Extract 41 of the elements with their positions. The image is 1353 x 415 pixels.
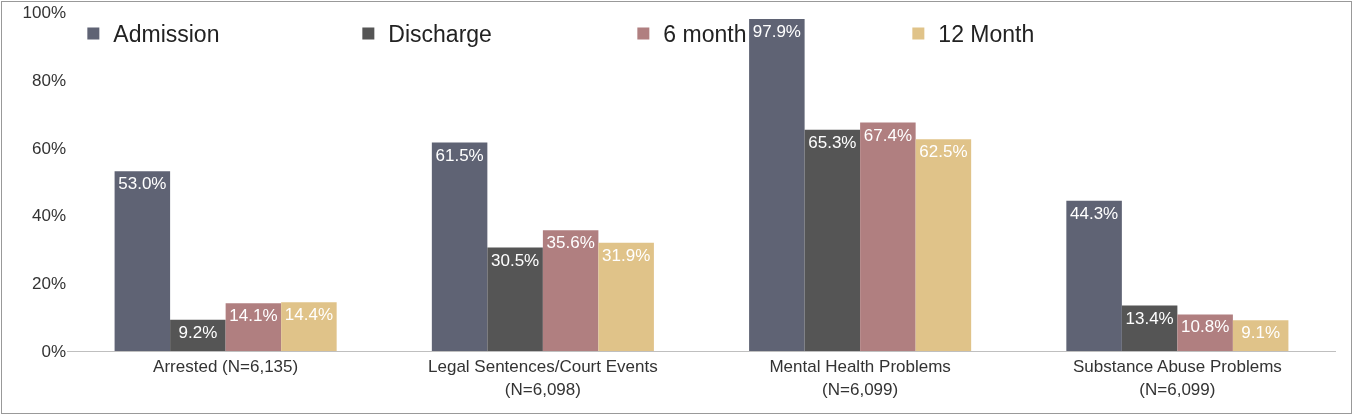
bar — [860, 122, 916, 351]
data-label: 9.1% — [1241, 323, 1281, 343]
bar — [1066, 200, 1122, 351]
data-label: 31.9% — [602, 245, 651, 265]
data-label: 97.9% — [752, 22, 801, 42]
legend-label: 6 month — [663, 21, 747, 48]
data-label: 44.3% — [1070, 203, 1119, 223]
bar — [915, 139, 972, 351]
bar — [598, 242, 654, 351]
data-label: 61.5% — [435, 145, 484, 165]
bar — [431, 142, 488, 351]
legend-label: Admission — [113, 21, 220, 48]
x-tick-label: Legal Sentences/Court Events (N=6,098) — [428, 357, 658, 399]
y-tick-label: 40% — [31, 206, 66, 226]
bar — [542, 230, 599, 351]
data-label: 65.3% — [808, 132, 857, 152]
x-tick-label: Mental Health Problems (N=6,099) — [769, 357, 951, 399]
legend-label: Discharge — [388, 21, 492, 48]
data-label: 53.0% — [118, 174, 167, 194]
x-tick-label: Arrested (N=6,135) — [153, 357, 299, 377]
y-tick-label: 80% — [31, 70, 66, 90]
bar — [749, 19, 805, 351]
data-label: 9.2% — [178, 322, 218, 342]
y-tick-label: 0% — [41, 341, 66, 361]
y-tick-label: 20% — [31, 274, 66, 294]
y-tick-label: 60% — [31, 138, 66, 158]
bar — [804, 129, 861, 351]
data-label: 30.5% — [491, 250, 540, 270]
bar — [114, 171, 171, 351]
bar — [281, 302, 337, 351]
legend-label: 12 Month — [938, 21, 1035, 48]
bar — [487, 247, 543, 351]
data-label: 14.1% — [229, 306, 278, 326]
data-label: 13.4% — [1125, 308, 1174, 328]
x-tick-label: Substance Abuse Problems (N=6,099) — [1072, 357, 1282, 399]
data-label: 14.4% — [284, 305, 333, 325]
data-label: 62.5% — [919, 142, 968, 162]
y-tick-label: 100% — [22, 2, 66, 22]
data-label: 10.8% — [1181, 317, 1230, 337]
data-label: 67.4% — [863, 125, 912, 145]
data-label: 35.6% — [546, 233, 595, 253]
